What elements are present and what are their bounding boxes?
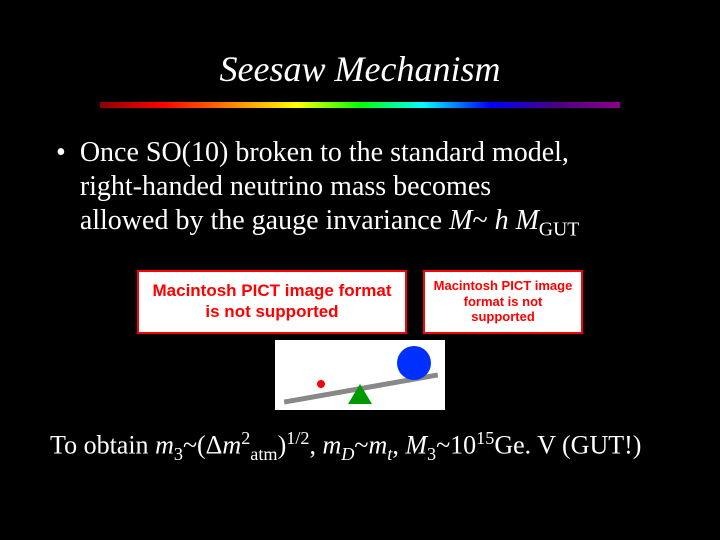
var-m3-m: m: [155, 430, 174, 459]
var-dm2-sub: atm: [250, 443, 277, 463]
bullet-item: • Once SO(10) broken to the standard mod…: [50, 136, 670, 248]
var-dm2-m: m: [222, 430, 241, 459]
seesaw-diagram-row: [50, 340, 670, 410]
var-M3-M: M: [405, 430, 427, 459]
bullet-line1: Once SO(10) broken to the standard model…: [80, 137, 569, 168]
txt-tilde2: ~: [354, 430, 368, 459]
seesaw-heavy-ball: [397, 346, 431, 380]
txt-prefix: To obtain: [50, 430, 155, 459]
var-mD-m: m: [322, 430, 341, 459]
txt-tilde3: ~10: [436, 430, 476, 459]
sub-gut: GUT: [539, 220, 579, 241]
seesaw-fulcrum: [348, 384, 372, 404]
var-M: M: [449, 205, 472, 236]
slide-title: Seesaw Mechanism: [50, 48, 670, 90]
var-mD-sub: D: [341, 443, 354, 463]
bullet-text: Once SO(10) broken to the standard model…: [80, 136, 579, 248]
var-h: h: [495, 205, 516, 236]
sup-half: 1/2: [286, 428, 309, 448]
image-placeholder-row: Macintosh PICT image format is not suppo…: [50, 270, 670, 334]
slide-container: Seesaw Mechanism • Once SO(10) broken to…: [0, 0, 720, 540]
pict-error-box-1: Macintosh PICT image format is not suppo…: [137, 270, 407, 334]
seesaw-diagram: [275, 340, 445, 410]
var-dm2-sup: 2: [241, 428, 250, 448]
var-Mgut: M: [516, 205, 539, 236]
txt-delta: Δ: [206, 430, 223, 459]
tilde: ~: [472, 205, 494, 236]
txt-tilde1: ~(: [183, 430, 206, 459]
bottom-equation: To obtain m3~(Δm2atm)1/2, mD~mt, M3~1015…: [50, 428, 670, 465]
txt-comma2: ,: [392, 430, 405, 459]
var-mt-m: m: [368, 430, 387, 459]
txt-comma1: ,: [309, 430, 322, 459]
bullet-line3a: allowed by the gauge invariance: [80, 205, 449, 236]
rainbow-divider: [100, 102, 620, 108]
bullet-line2: right-handed neutrino mass becomes: [80, 171, 491, 202]
pict-error-box-2: Macintosh PICT image format is not suppo…: [423, 270, 583, 334]
var-M3-sub: 3: [427, 443, 436, 463]
txt-gev: Ge. V (GUT!): [494, 430, 641, 459]
seesaw-light-ball: [317, 380, 325, 388]
sup-15: 15: [476, 428, 494, 448]
bullet-marker: •: [56, 136, 66, 170]
var-m3-sub: 3: [174, 443, 183, 463]
txt-close: ): [278, 430, 287, 459]
